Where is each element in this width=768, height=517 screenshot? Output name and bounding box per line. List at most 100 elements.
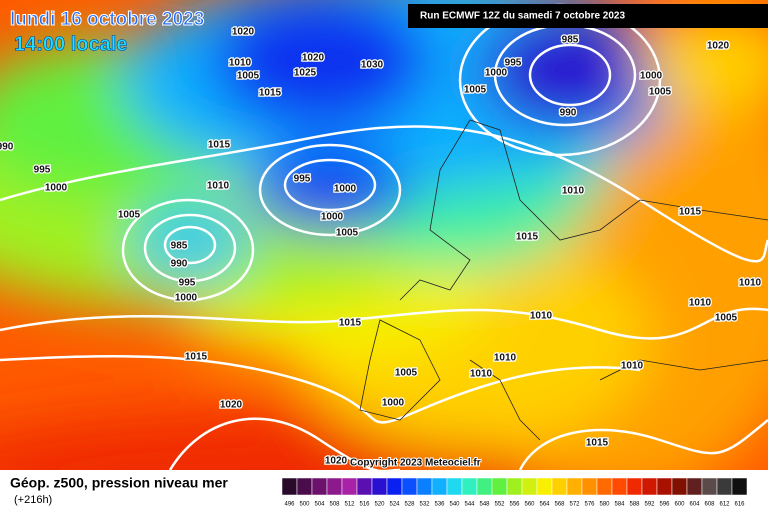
- scale-label: 508: [329, 502, 340, 508]
- scale-label: 520: [374, 502, 385, 508]
- scale-swatch: [446, 477, 463, 496]
- scale-label: 528: [404, 502, 415, 508]
- time: 14:00 locale: [14, 33, 127, 55]
- isobar-label: 1005: [395, 368, 418, 379]
- isobar-label: 1000: [640, 71, 663, 82]
- isobar-label: 1000: [485, 68, 508, 79]
- scale-label: 576: [584, 502, 595, 508]
- scale-label: 536: [434, 502, 445, 508]
- isobar-label: 1015: [208, 140, 231, 151]
- isobar-label: 1010: [207, 181, 230, 192]
- scale-swatch: [461, 477, 478, 496]
- scale-swatch: [506, 477, 523, 496]
- scale-label: 544: [464, 502, 475, 508]
- isobar-label: 1005: [336, 228, 359, 239]
- scale-swatch: [341, 477, 358, 496]
- isobar-label: 1010: [621, 361, 644, 372]
- scale-swatch: [431, 477, 448, 496]
- isobar-label: 995: [34, 165, 51, 176]
- isobar-label: 1010: [530, 311, 553, 322]
- scale-swatch: [401, 477, 418, 496]
- scale-swatch: [581, 477, 598, 496]
- isobar-label: 1005: [118, 210, 141, 221]
- scale-swatch: [611, 477, 628, 496]
- isobar-label: 1005: [649, 87, 672, 98]
- isobar-label: 1015: [679, 207, 702, 218]
- scale-swatch: [491, 477, 508, 496]
- scale-label: 616: [734, 502, 745, 508]
- coastlines: [359, 119, 768, 441]
- lead-time: (+216h): [14, 494, 52, 506]
- isobar-label: 1020: [232, 27, 255, 38]
- scale-label: 556: [509, 502, 520, 508]
- isobar-label: 1030: [361, 60, 384, 71]
- scale-swatch: [551, 477, 568, 496]
- scale-label: 524: [389, 502, 400, 508]
- scale-label: 548: [479, 502, 490, 508]
- scale-label: 564: [539, 502, 550, 508]
- scale-label: 580: [599, 502, 610, 508]
- scale-swatch: [641, 477, 658, 496]
- scale-swatch: [716, 477, 733, 496]
- isobar-label: 1000: [321, 212, 344, 223]
- scale-swatch: [701, 477, 718, 496]
- scale-swatch: [371, 477, 388, 496]
- scale-label: 504: [314, 502, 325, 508]
- isobar-label: 1005: [237, 71, 260, 82]
- isobar-label: 990: [0, 142, 14, 153]
- scale-label: 552: [494, 502, 505, 508]
- scale-swatch: [521, 477, 538, 496]
- isobar-label: 1010: [689, 298, 712, 309]
- isobar-label: 1000: [175, 293, 198, 304]
- scale-swatch: [566, 477, 583, 496]
- isobar-label: 990: [560, 108, 577, 119]
- scale-swatch: [326, 477, 343, 496]
- scale-label: 516: [359, 502, 370, 508]
- isobar-label: 1015: [259, 88, 282, 99]
- scale-swatch: [686, 477, 703, 496]
- isobar-label: 985: [171, 241, 188, 252]
- scale-label: 608: [704, 502, 715, 508]
- isobar-label: 1005: [715, 313, 738, 324]
- isobar-label: 995: [294, 174, 311, 185]
- scale-swatch: [416, 477, 433, 496]
- scale-swatch: [671, 477, 688, 496]
- scale-label: 532: [419, 502, 430, 508]
- scale-swatch: [731, 477, 748, 496]
- isobar-label: 995: [505, 58, 522, 69]
- scale-label: 612: [719, 502, 730, 508]
- isobars: [0, 3, 768, 470]
- isobar-label: 1005: [464, 85, 487, 96]
- isobar-label: 995: [179, 278, 196, 289]
- isobar-label: 990: [171, 259, 188, 270]
- isobar-label: 1000: [382, 398, 405, 409]
- scale-swatch: [476, 477, 493, 496]
- scale-swatch: [311, 477, 328, 496]
- isobar-label: 1025: [294, 68, 317, 79]
- scale-label: 584: [614, 502, 625, 508]
- title: lundi 16 octobre 2023: [10, 9, 204, 30]
- scale-swatch: [596, 477, 613, 496]
- isobar-label: 1020: [325, 456, 348, 467]
- isobar-label: 1015: [185, 352, 208, 363]
- scale-label: 588: [629, 502, 640, 508]
- copyright: Copyright 2023 Meteociel.fr: [350, 458, 481, 469]
- scale-label: 512: [344, 502, 355, 508]
- scale-swatch: [536, 477, 553, 496]
- isobar-label: 1020: [707, 41, 730, 52]
- scale-swatch: [626, 477, 643, 496]
- isobar-label: 985: [562, 35, 579, 46]
- run: Run ECMWF 12Z du samedi 7 octobre 2023: [420, 11, 625, 22]
- isobar-label: 1010: [494, 353, 517, 364]
- isobar-label: 1010: [562, 186, 585, 197]
- field-name: Géop. z500, pression niveau mer: [10, 475, 228, 491]
- isobar-label: 1000: [334, 184, 357, 195]
- isobar-label: 1000: [45, 183, 68, 194]
- scale-label: 572: [569, 502, 580, 508]
- scale-swatch: [386, 477, 403, 496]
- scale-label: 596: [659, 502, 670, 508]
- isobar-label: 1015: [586, 438, 609, 449]
- scale-swatch: [296, 477, 313, 496]
